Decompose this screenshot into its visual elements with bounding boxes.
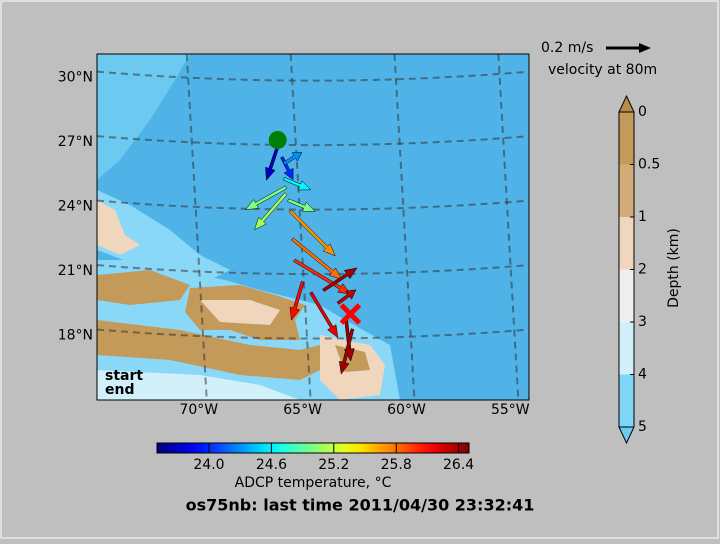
- shelf: [97, 370, 300, 400]
- depth-tick-label: 1: [638, 209, 647, 225]
- colorbar-tick-label: 24.6: [256, 457, 287, 473]
- land: [97, 320, 330, 380]
- depth-tick-label: 0.5: [638, 157, 660, 173]
- basemap: [97, 54, 529, 400]
- colorbar-tick-label: 26.4: [443, 457, 474, 473]
- velocity-arrow: [309, 291, 339, 339]
- parallel: [96, 264, 530, 276]
- depth-band: [619, 269, 634, 322]
- velocity-arrow: [290, 237, 343, 280]
- velocity-arrow: [288, 209, 336, 257]
- start-marker: [268, 130, 287, 149]
- velocity-arrow: [244, 185, 288, 211]
- map-frame: [96, 53, 530, 401]
- depth-band: [619, 322, 634, 375]
- shelf: [97, 54, 190, 180]
- key-caption: velocity at 80m: [548, 62, 657, 78]
- y-tick-label: 27°N: [58, 134, 93, 150]
- land: [97, 270, 190, 305]
- y-tick-label: 24°N: [58, 199, 93, 215]
- temperature-colorbar: [156, 442, 470, 454]
- x-tick-label: 60°W: [387, 402, 426, 418]
- velocity-arrow: [282, 176, 312, 191]
- meridian: [289, 53, 312, 401]
- depth-tick-label: 2: [638, 262, 647, 278]
- meridian: [497, 53, 520, 401]
- land: [97, 200, 140, 255]
- velocity-arrow: [265, 145, 280, 181]
- velocity-arrow: [254, 192, 288, 231]
- end-marker: [339, 303, 362, 325]
- key-arrow: [606, 43, 651, 53]
- colorbar-tick-label: 25.2: [318, 457, 349, 473]
- velocity-arrow: [293, 258, 352, 295]
- temperature-colorbar-label: ADCP temperature, °C: [235, 475, 392, 491]
- vectors: [244, 130, 362, 375]
- depth-tick-label: 3: [638, 314, 647, 330]
- meridian: [393, 53, 416, 401]
- depth-colorbar-label: Depth (km): [666, 228, 682, 308]
- depth-band: [619, 374, 634, 427]
- title: os75nb: last time 2011/04/30 23:32:41: [186, 496, 535, 515]
- velocity-arrow: [336, 289, 357, 305]
- meridian: [185, 53, 208, 401]
- depth-tick-label: 0: [638, 104, 647, 120]
- end-label: end: [105, 382, 134, 398]
- velocity-arrow: [289, 281, 305, 321]
- land: [200, 300, 280, 325]
- y-tick-label: 30°N: [58, 70, 93, 86]
- parallel: [96, 135, 530, 147]
- depth-band: [619, 217, 634, 270]
- velocity-arrow: [287, 198, 316, 212]
- velocity-arrow: [322, 267, 358, 292]
- depth-tick-label: 5: [638, 419, 647, 435]
- depth-band: [619, 164, 634, 217]
- x-tick-label: 70°W: [179, 402, 218, 418]
- colorbar-tick-label: 25.8: [381, 457, 412, 473]
- graticule: [96, 53, 530, 401]
- start-label: start: [105, 368, 143, 384]
- depth-tick-label: 4: [638, 367, 647, 383]
- depth-band: [619, 112, 634, 165]
- velocity-arrow: [282, 152, 303, 166]
- key-label: 0.2 m/s: [541, 40, 593, 56]
- y-tick-label: 21°N: [58, 263, 93, 279]
- velocity-arrow: [338, 328, 355, 375]
- parallel: [96, 328, 530, 340]
- y-tick-label: 18°N: [58, 328, 93, 344]
- colorbar-tick-label: 24.0: [193, 457, 224, 473]
- x-tick-label: 65°W: [283, 402, 322, 418]
- x-tick-label: 55°W: [491, 402, 530, 418]
- parallel: [96, 70, 530, 82]
